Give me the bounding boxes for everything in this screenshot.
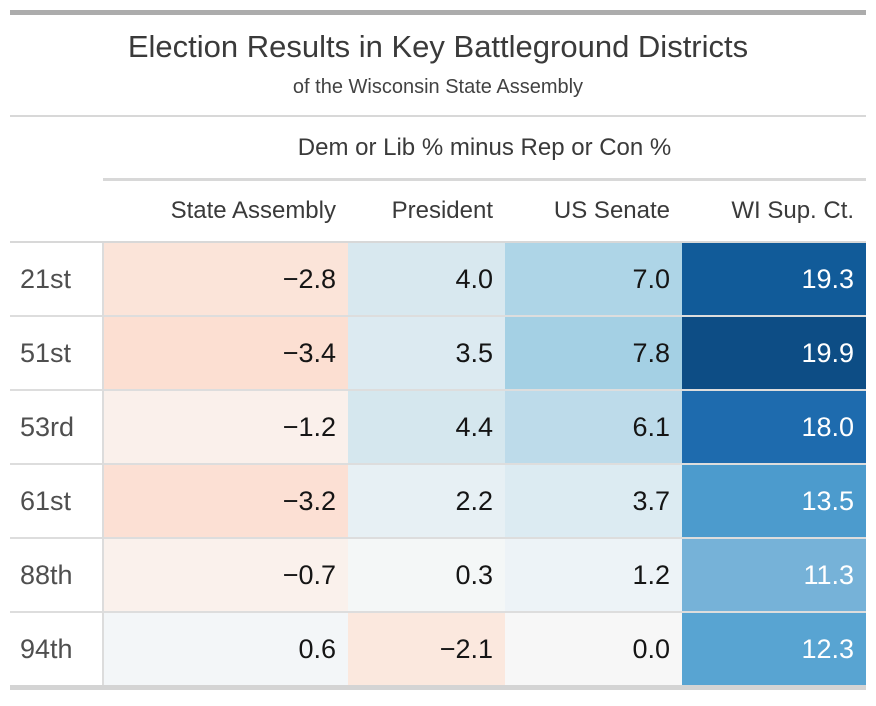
table-cell: 4.4 — [348, 389, 505, 464]
table-cell: 12.3 — [682, 611, 867, 685]
table-cell: 13.5 — [682, 463, 867, 538]
table-row: 94th 0.6 −2.1 0.0 12.3 — [10, 611, 867, 685]
column-header-wi-sup-ct: WI Sup. Ct. — [682, 179, 867, 243]
table-cell: −0.7 — [103, 537, 348, 612]
table-cell: 0.6 — [103, 611, 348, 685]
spanner-stub — [10, 117, 103, 180]
row-label: 94th — [10, 611, 104, 685]
row-label: 51st — [10, 315, 104, 390]
row-label: 21st — [10, 242, 104, 316]
column-header-president: President — [348, 179, 505, 243]
table-row: 88th −0.7 0.3 1.2 11.3 — [10, 537, 867, 612]
district-column-header — [10, 179, 103, 243]
table-cell: 0.0 — [505, 611, 682, 685]
table-cell: −1.2 — [103, 389, 348, 464]
table-cell: −2.1 — [348, 611, 505, 685]
table-cell: −3.4 — [103, 315, 348, 390]
table-cell: 0.3 — [348, 537, 505, 612]
table-cell: 2.2 — [348, 463, 505, 538]
table-cell: 11.3 — [682, 537, 867, 612]
row-label: 61st — [10, 463, 104, 538]
row-label: 88th — [10, 537, 104, 612]
table-cell: 19.9 — [682, 315, 867, 390]
table-row: 53rd −1.2 4.4 6.1 18.0 — [10, 389, 867, 464]
table-cell: 6.1 — [505, 389, 682, 464]
election-results-table: Dem or Lib % minus Rep or Con % State As… — [10, 117, 867, 685]
table-cell: 3.7 — [505, 463, 682, 538]
page-subtitle: of the Wisconsin State Assembly — [10, 69, 866, 117]
table-row: 61st −3.2 2.2 3.7 13.5 — [10, 463, 867, 538]
table-cell: 7.0 — [505, 242, 682, 316]
table-cell: −2.8 — [103, 242, 348, 316]
spanner-label: Dem or Lib % minus Rep or Con % — [103, 117, 867, 181]
table-cell: 1.2 — [505, 537, 682, 612]
table-cell: 18.0 — [682, 389, 867, 464]
table-row: 51st −3.4 3.5 7.8 19.9 — [10, 315, 867, 390]
spanner-row: Dem or Lib % minus Rep or Con % — [10, 117, 867, 181]
column-header-state-assembly: State Assembly — [103, 179, 348, 243]
table-row: 21st −2.8 4.0 7.0 19.3 — [10, 242, 867, 316]
table-cell: 7.8 — [505, 315, 682, 390]
table-cell: −3.2 — [103, 463, 348, 538]
table-cell: 3.5 — [348, 315, 505, 390]
table-cell: 4.0 — [348, 242, 505, 316]
page-title: Election Results in Key Battleground Dis… — [127, 29, 749, 64]
results-table-card: Election Results in Key Battleground Dis… — [10, 10, 867, 690]
row-label: 53rd — [10, 389, 104, 464]
column-header-row: State Assembly President US Senate WI Su… — [10, 179, 867, 243]
column-header-us-senate: US Senate — [505, 179, 682, 243]
table-cell: 19.3 — [682, 242, 867, 316]
